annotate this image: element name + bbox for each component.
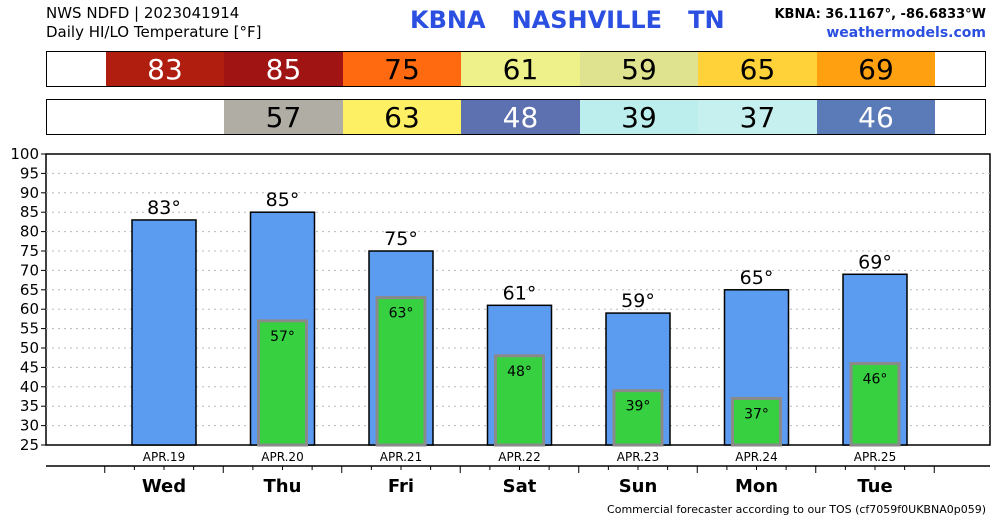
y-tick-label: 65 xyxy=(20,281,39,299)
lo-bar-label: 48° xyxy=(507,364,532,380)
day-label: Sat xyxy=(503,476,537,497)
product-label: Daily HI/LO Temperature [°F] xyxy=(46,23,262,41)
lo-bar xyxy=(375,296,427,447)
lo-temp-strip: 57 63 48 39 37 46 xyxy=(46,99,986,135)
lo-bar-label: 63° xyxy=(389,306,414,322)
date-label: APR.22 xyxy=(498,450,540,464)
hi-temp-cell: 59 xyxy=(579,52,699,86)
hi-bar-label: 65° xyxy=(740,267,774,289)
day-label: Tue xyxy=(857,476,892,497)
source-label: NWS NDFD | 2023041914 xyxy=(46,4,240,22)
station-id: KBNA xyxy=(410,6,486,34)
footer-note: Commercial forecaster according to our T… xyxy=(607,503,986,516)
lo-bar xyxy=(494,354,545,447)
day-label: Thu xyxy=(264,476,302,497)
y-tick-label: 85 xyxy=(20,203,39,221)
lo-bar xyxy=(257,319,308,447)
lo-bar-label: 46° xyxy=(863,372,888,388)
lo-temp-cell: 48 xyxy=(461,100,580,134)
date-label: APR.20 xyxy=(261,450,303,464)
header-left: NWS NDFD | 2023041914 Daily HI/LO Temper… xyxy=(46,4,262,42)
y-tick-label: 45 xyxy=(20,358,39,376)
y-tick-label: 95 xyxy=(20,164,39,182)
y-tick-label: 40 xyxy=(20,378,39,396)
site-link[interactable]: weathermodels.com xyxy=(826,25,986,41)
day-label: Fri xyxy=(388,476,414,497)
lo-bar-label: 39° xyxy=(626,399,651,415)
hi-bar-label: 75° xyxy=(384,228,418,250)
day-label: Mon xyxy=(735,476,778,497)
date-label: APR.25 xyxy=(854,450,896,464)
lo-bar xyxy=(849,362,901,447)
y-tick-label: 80 xyxy=(20,223,39,241)
y-tick-label: 55 xyxy=(20,320,39,338)
hi-temp-cell: 65 xyxy=(698,52,817,86)
hi-temp-cell: 69 xyxy=(816,52,936,86)
lo-temp-cell: 63 xyxy=(342,100,462,134)
lo-temp-cell: 37 xyxy=(698,100,817,134)
state-code: TN xyxy=(688,6,725,34)
hi-temp-cell: 83 xyxy=(105,52,225,86)
y-tick-label: 75 xyxy=(20,242,39,260)
lo-temp-cell xyxy=(105,100,225,134)
hi-bar xyxy=(131,219,197,446)
hi-temp-cell: 75 xyxy=(342,52,462,86)
lo-bar-label: 37° xyxy=(744,406,769,422)
lo-bar xyxy=(731,396,782,447)
hi-bar-label: 59° xyxy=(621,290,655,312)
hi-bar-label: 69° xyxy=(858,251,892,273)
y-tick-label: 60 xyxy=(20,300,39,318)
city-name: NASHVILLE xyxy=(511,6,663,34)
y-tick-label: 70 xyxy=(20,261,39,279)
y-tick-label: 50 xyxy=(20,339,39,357)
header-right: KBNA: 36.1167°, -86.6833°W weathermodels… xyxy=(774,5,986,43)
lo-bar xyxy=(612,389,664,447)
date-label: APR.19 xyxy=(143,450,185,464)
date-label: APR.21 xyxy=(380,450,422,464)
lo-temp-cell: 57 xyxy=(224,100,343,134)
coords-label: KBNA: 36.1167°, -86.6833°W xyxy=(774,7,986,22)
date-label: APR.23 xyxy=(617,450,659,464)
day-label: Sun xyxy=(619,476,658,497)
day-label: Wed xyxy=(142,476,186,497)
lo-bar-label: 57° xyxy=(270,329,295,345)
hi-temp-cell: 61 xyxy=(461,52,580,86)
hi-bar-label: 85° xyxy=(266,189,300,211)
hi-temp-cell: 85 xyxy=(224,52,343,86)
y-tick-label: 35 xyxy=(20,397,39,415)
lo-temp-cell: 39 xyxy=(579,100,699,134)
date-label: APR.24 xyxy=(735,450,777,464)
y-tick-label: 100 xyxy=(10,145,39,163)
y-tick-label: 25 xyxy=(20,436,39,454)
y-tick-label: 30 xyxy=(20,417,39,435)
hi-bar-label: 83° xyxy=(147,197,181,219)
hi-bar-label: 61° xyxy=(503,282,537,304)
station-title: KBNA NASHVILLE TN xyxy=(410,6,751,34)
y-tick-label: 90 xyxy=(20,184,39,202)
lo-temp-cell: 46 xyxy=(816,100,936,134)
hi-temp-strip: 83 85 75 61 59 65 69 xyxy=(46,51,986,87)
